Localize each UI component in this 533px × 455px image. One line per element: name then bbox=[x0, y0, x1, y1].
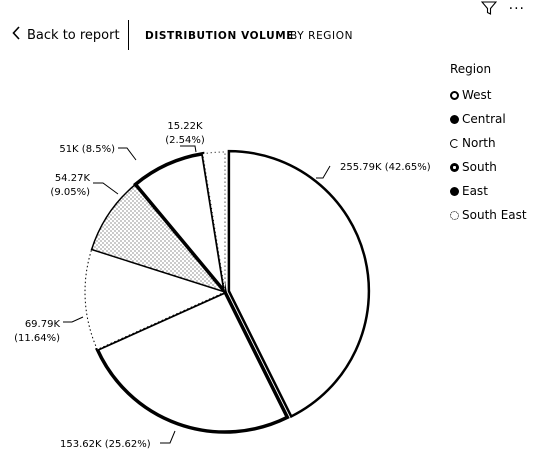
data-label: (11.64%) bbox=[14, 333, 60, 344]
legend-item-south[interactable]: South bbox=[450, 155, 527, 179]
legend-item-west[interactable]: West bbox=[450, 83, 527, 107]
back-label: Back to report bbox=[27, 27, 120, 43]
legend-item-east[interactable]: East bbox=[450, 179, 527, 203]
pie-slice-central[interactable] bbox=[95, 289, 290, 434]
legend-marker-icon bbox=[450, 114, 459, 124]
pie-slice-west[interactable] bbox=[227, 149, 371, 419]
more-options-icon[interactable]: ··· bbox=[508, 1, 525, 17]
legend-item-north[interactable]: North bbox=[450, 131, 527, 155]
data-label: 54.27K bbox=[55, 173, 91, 184]
chevron-left-icon bbox=[12, 26, 21, 44]
data-label: 69.79K bbox=[25, 319, 61, 330]
leader-line bbox=[180, 145, 197, 153]
legend-marker-icon bbox=[450, 90, 459, 100]
legend-title: Region bbox=[450, 62, 492, 76]
pie-slice-east[interactable] bbox=[133, 151, 228, 299]
legend-marker-icon bbox=[450, 210, 459, 220]
data-label: 15.22K bbox=[167, 121, 203, 132]
tab-by-region[interactable]: BY REGION bbox=[290, 30, 354, 42]
leader-line bbox=[316, 165, 331, 179]
filter-icon[interactable] bbox=[480, 0, 497, 19]
legend-marker-icon bbox=[450, 186, 459, 196]
legend-label: South East bbox=[462, 208, 527, 222]
legend: Region West Central North South East Sou… bbox=[450, 62, 527, 227]
legend-label: South bbox=[462, 160, 497, 174]
legend-label: Central bbox=[462, 112, 506, 126]
leader-line bbox=[160, 430, 176, 444]
data-label: 255.79K (42.65%) bbox=[340, 162, 431, 173]
legend-label: North bbox=[462, 136, 496, 150]
leader-line bbox=[63, 316, 84, 323]
pie-slice-north[interactable] bbox=[84, 248, 227, 351]
leader-line bbox=[118, 147, 137, 161]
data-label: 51K (8.5%) bbox=[59, 144, 115, 155]
legend-item-central[interactable]: Central bbox=[450, 107, 527, 131]
data-label: 153.62K (25.62%) bbox=[60, 439, 151, 450]
data-label: (2.54%) bbox=[165, 135, 205, 146]
back-to-report-button[interactable]: Back to report bbox=[12, 26, 120, 44]
tab-distribution-volume[interactable]: DISTRIBUTION VOLUME bbox=[145, 30, 295, 42]
pie-slice-south-east[interactable] bbox=[202, 151, 226, 293]
data-label: (9.05%) bbox=[50, 187, 90, 198]
legend-label: East bbox=[462, 184, 488, 198]
legend-item-south-east[interactable]: South East bbox=[450, 203, 527, 227]
header-divider bbox=[128, 20, 129, 50]
legend-label: West bbox=[462, 88, 492, 102]
visual-header-icons: ··· bbox=[480, 0, 525, 19]
legend-marker-icon bbox=[450, 138, 459, 148]
legend-marker-icon bbox=[450, 162, 459, 172]
leader-line bbox=[93, 182, 119, 195]
